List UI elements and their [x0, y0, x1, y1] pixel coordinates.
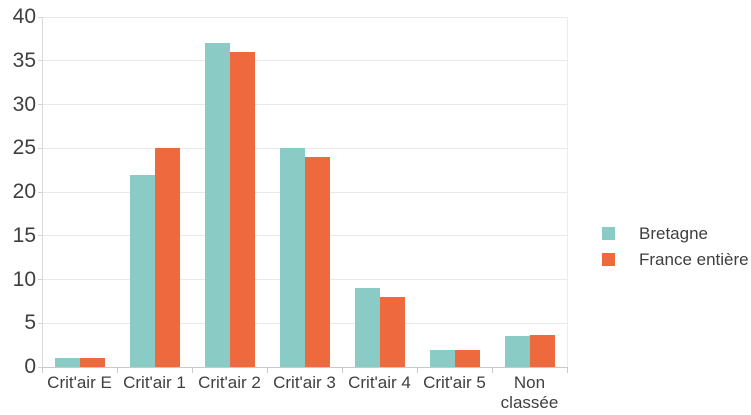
legend-item-france-entiere: France entière [602, 249, 749, 269]
bar-bretagne [204, 43, 230, 367]
gridline [42, 60, 567, 62]
y-axis-tick [38, 147, 42, 149]
y-axis-label: 35 [12, 48, 36, 72]
y-axis-label: 20 [12, 180, 36, 203]
y-axis-label: 30 [12, 92, 36, 116]
y-axis-label: 10 [12, 267, 36, 291]
x-axis-tick [342, 368, 343, 373]
bar-france-entiere [304, 157, 330, 367]
legend: Bretagne France entière [602, 223, 749, 269]
x-axis-label: Non classée [500, 373, 559, 412]
x-axis-tick [267, 368, 268, 373]
bar-bretagne [429, 349, 455, 367]
y-axis-tick [38, 16, 42, 18]
bar-bretagne [354, 288, 380, 367]
y-axis-tick [38, 322, 42, 324]
bar-bretagne [504, 336, 530, 367]
bar-france-entiere [454, 349, 480, 367]
gridline [42, 104, 567, 105]
y-axis-tick [38, 366, 42, 368]
y-axis-label: 0 [24, 355, 36, 378]
legend-swatch-bretagne [602, 227, 615, 240]
legend-label-bretagne: Bretagne [639, 223, 708, 243]
x-axis-label: Crit'air 1 [123, 373, 186, 392]
plot-right-border [567, 17, 568, 367]
y-axis-tick [38, 191, 42, 193]
legend-label-france-entiere: France entière [639, 249, 749, 269]
bar-france-entiere [229, 52, 255, 367]
x-axis-label: Crit'air E [47, 373, 112, 392]
gridline [42, 16, 567, 18]
bar-bretagne [54, 358, 80, 367]
y-axis-line [42, 17, 43, 367]
legend-swatch-france-entiere [602, 253, 615, 266]
gridline [42, 147, 567, 149]
x-axis-label: Crit'air 2 [198, 373, 261, 392]
x-axis-tick [567, 368, 568, 373]
bar-bretagne [279, 148, 305, 367]
legend-item-bretagne: Bretagne [602, 223, 749, 243]
bar-bretagne [129, 174, 155, 367]
x-axis-label: Crit'air 5 [423, 373, 486, 392]
bar-france-entiere [379, 297, 405, 367]
x-axis-tick [417, 368, 418, 373]
x-axis-tick [117, 368, 118, 373]
x-axis-tick [492, 368, 493, 373]
y-axis-tick [38, 104, 42, 105]
y-axis-label: 5 [24, 311, 36, 335]
y-axis-label: 25 [12, 136, 36, 160]
x-axis-tick [42, 368, 43, 373]
y-axis-tick [38, 60, 42, 62]
x-axis-line [42, 367, 568, 368]
bar-france-entiere [154, 148, 180, 367]
y-axis-label: 40 [12, 5, 36, 28]
bar-france-entiere [529, 334, 555, 367]
x-axis-label: Crit'air 3 [273, 373, 336, 392]
y-axis-tick [38, 235, 42, 237]
y-axis-tick [38, 279, 42, 280]
x-axis-label: Crit'air 4 [348, 373, 411, 392]
bar-france-entiere [79, 358, 105, 367]
y-axis-label: 15 [12, 223, 36, 247]
x-axis-tick [192, 368, 193, 373]
